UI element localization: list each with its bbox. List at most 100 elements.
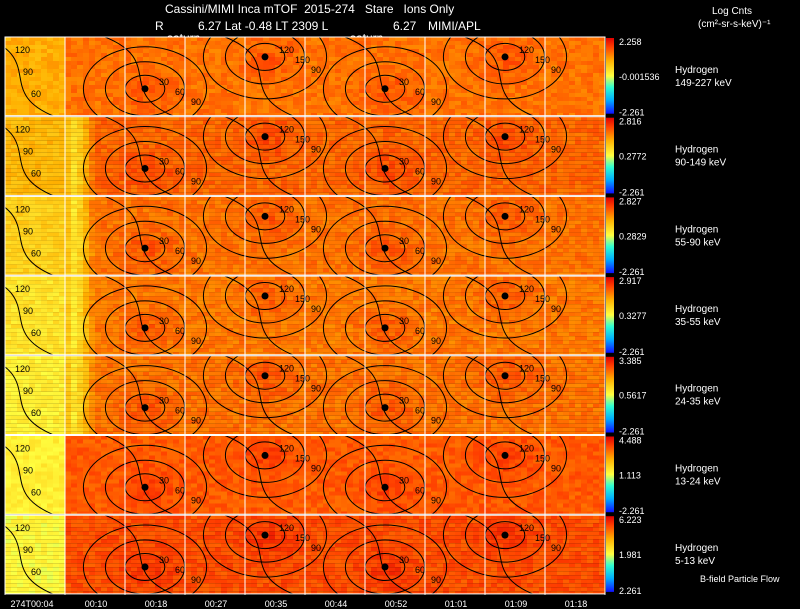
x-tick-label: 00:27 — [205, 599, 228, 609]
energy-range-label: 5-13 keV — [675, 556, 715, 567]
x-tick-label: 00:18 — [145, 599, 168, 609]
contour-label: 90 — [551, 463, 561, 473]
colorbar-max-label: 4.488 — [619, 436, 642, 446]
contour-label: 30 — [159, 77, 169, 87]
x-tick-label: 00:52 — [385, 599, 408, 609]
contour-label: 60 — [415, 87, 425, 97]
contour-label: 150 — [535, 533, 550, 543]
contour-label: 90 — [23, 306, 33, 316]
contour-label: 90 — [431, 495, 441, 505]
contour-label: 90 — [23, 226, 33, 236]
contour-label: 30 — [399, 77, 409, 87]
contour-label: 90 — [551, 224, 561, 234]
contour-label: 120 — [15, 125, 30, 135]
energy-range-label: 35-55 keV — [675, 317, 721, 328]
x-tick-label: 01:01 — [445, 599, 468, 609]
contour-label: 120 — [15, 284, 30, 294]
colorbar-max-label: 3.385 — [619, 356, 642, 366]
colorbar — [606, 436, 614, 513]
contour-label: 90 — [191, 97, 201, 107]
contour-label: 90 — [23, 386, 33, 396]
heatmap-panel: 306090120150903060901201509012090604.488… — [4, 435, 721, 516]
contour-label: 60 — [415, 406, 425, 416]
species-label: Hydrogen — [675, 224, 718, 235]
contour-label: 90 — [431, 575, 441, 585]
contour-label: 60 — [175, 485, 185, 495]
contour-label: 90 — [311, 145, 321, 155]
energy-range-label: 55-90 keV — [675, 237, 721, 248]
x-tick-label: 00:10 — [85, 599, 108, 609]
contour-label: 90 — [551, 145, 561, 155]
contour-label: 150 — [295, 453, 310, 463]
contour-label: 30 — [159, 396, 169, 406]
energy-range-label: 90-149 keV — [675, 158, 726, 169]
contour-label: 60 — [175, 87, 185, 97]
colorbar-mid-label: 1.981 — [619, 550, 642, 560]
contour-label: 60 — [31, 408, 41, 418]
energy-range-label: 13-24 keV — [675, 476, 721, 487]
contour-label: 30 — [399, 475, 409, 485]
plot-title: Cassini/MIMI Inca mTOF 2015-274 Stare Io… — [165, 2, 455, 16]
contour-label: 60 — [415, 485, 425, 495]
colorbar-mid-label: 0.2772 — [619, 152, 647, 162]
contour-label: 30 — [399, 316, 409, 326]
sun-direction-marker — [501, 292, 509, 300]
contour-label: 150 — [295, 55, 310, 65]
contour-label: 90 — [311, 543, 321, 553]
contour-label: 120 — [15, 204, 30, 214]
contour-label: 90 — [23, 545, 33, 555]
colorbar — [606, 356, 614, 433]
contour-label: 120 — [519, 204, 534, 214]
contour-label: 90 — [191, 416, 201, 426]
contour-label: 90 — [311, 224, 321, 234]
contour-label: 150 — [295, 135, 310, 145]
colorbar-min-label: -2.261 — [619, 506, 645, 516]
contour-label: 60 — [31, 248, 41, 258]
contour-label: 120 — [279, 443, 294, 453]
sun-direction-marker — [501, 531, 509, 539]
x-tick-label: 274T00:04 — [10, 599, 53, 609]
contour-label: 60 — [31, 89, 41, 99]
contour-label: 120 — [519, 125, 534, 135]
contour-label: 150 — [295, 294, 310, 304]
contour-label: 60 — [31, 328, 41, 338]
contour-label: 120 — [519, 443, 534, 453]
species-label: Hydrogen — [675, 543, 718, 554]
contour-label: 90 — [191, 495, 201, 505]
colorbar-min-label: 2.261 — [619, 586, 642, 596]
contour-label: 120 — [279, 523, 294, 533]
contour-label: 120 — [519, 364, 534, 374]
sun-direction-marker — [261, 451, 269, 459]
energy-range-label: 24-35 keV — [675, 397, 721, 408]
contour-label: 120 — [519, 45, 534, 55]
contour-label: 60 — [31, 169, 41, 179]
heatmap-panel: 306090120150903060901201509012090606.223… — [4, 514, 718, 596]
colorbar-min-label: -2.261 — [619, 347, 645, 357]
contour-label: 120 — [15, 364, 30, 374]
contour-label: 90 — [311, 304, 321, 314]
contour-label: 90 — [191, 256, 201, 266]
contour-label: 60 — [415, 246, 425, 256]
energy-range-label: 149-227 keV — [675, 78, 732, 89]
contour-label: 90 — [431, 336, 441, 346]
x-tick-label: 01:18 — [565, 599, 588, 609]
contour-label: 150 — [535, 135, 550, 145]
colorbar-mid-label: 0.3277 — [619, 311, 647, 321]
colorbar — [606, 516, 614, 592]
colorbar — [606, 38, 614, 114]
units-label: (cm²-sr-s-keV)⁻¹ — [698, 19, 771, 30]
bfield-flow-label: B-field Particle Flow — [700, 574, 780, 584]
heatmap-panel: 306090120150903060901201509012090603.385… — [4, 355, 721, 437]
contour-label: 120 — [279, 45, 294, 55]
sun-direction-marker — [261, 53, 269, 61]
contour-label: 120 — [279, 125, 294, 135]
heatmap-panel: 306090120150903060901201509012090602.258… — [4, 36, 732, 118]
contour-label: 150 — [535, 55, 550, 65]
contour-label: 90 — [431, 416, 441, 426]
contour-label: 60 — [415, 167, 425, 177]
contour-label: 120 — [279, 284, 294, 294]
contour-label: 60 — [31, 488, 41, 498]
contour-label: 60 — [415, 565, 425, 575]
colorbar-mid-label: 1.113 — [619, 470, 641, 480]
